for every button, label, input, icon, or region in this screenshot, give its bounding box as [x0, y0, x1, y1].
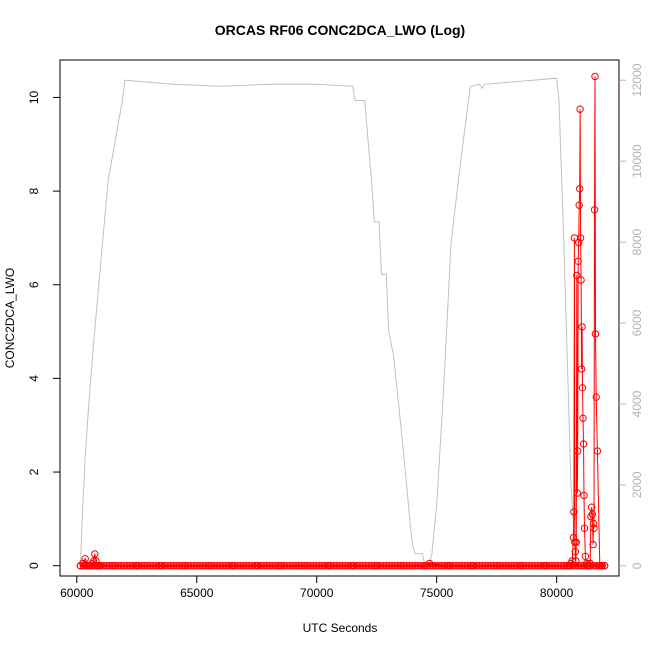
data-point [349, 562, 357, 570]
data-point [572, 557, 580, 565]
y2-tick-label: 4000 [630, 390, 644, 417]
data-point [157, 562, 165, 570]
data-point [93, 562, 101, 570]
data-point [579, 440, 588, 448]
concentration-line [80, 76, 605, 567]
concentration-series [76, 72, 609, 570]
y-tick-label: 2 [27, 468, 41, 475]
data-point [421, 562, 429, 570]
plot-frame [59, 59, 620, 577]
data-point [574, 447, 582, 455]
data-point [590, 206, 599, 214]
data-point [577, 276, 585, 284]
x-axis-title: UTC Seconds [303, 621, 378, 635]
data-point [596, 562, 604, 570]
data-point [587, 503, 596, 511]
data-point [579, 414, 587, 422]
data-point [425, 559, 434, 568]
data-point [325, 562, 333, 570]
data-point [590, 524, 598, 532]
y-tick-label: 6 [27, 281, 41, 288]
data-point [133, 562, 141, 570]
x-tick-label: 60000 [60, 586, 94, 600]
data-point [76, 562, 85, 570]
data-point [229, 562, 237, 570]
data-point [573, 271, 581, 280]
data-point [589, 519, 598, 528]
data-point [445, 562, 453, 570]
data-point [373, 562, 381, 570]
data-point [586, 559, 594, 568]
data-point [301, 562, 309, 570]
data-point [591, 330, 600, 338]
x-tick-label: 70000 [300, 586, 334, 600]
y2-tick-label: 2000 [630, 471, 644, 498]
data-point [580, 524, 589, 532]
data-point [492, 562, 501, 570]
y2-tick-label: 12000 [630, 63, 644, 97]
data-point [91, 550, 99, 558]
chart-title: ORCAS RF06 CONC2DCA_LWO (Log) [215, 22, 465, 38]
data-point [397, 562, 405, 570]
data-point [109, 562, 117, 570]
x-tick-label: 75000 [420, 586, 454, 600]
data-point [592, 393, 600, 401]
data-point [578, 323, 586, 331]
data-point [593, 447, 602, 455]
data-point [570, 508, 578, 516]
data-point [516, 562, 525, 570]
data-point [83, 562, 92, 570]
data-point [575, 201, 583, 209]
data-point [568, 557, 576, 565]
data-point [205, 562, 213, 570]
y2-tick-label: 8000 [630, 228, 644, 255]
data-point [581, 552, 590, 560]
y2-tick-label: 6000 [630, 309, 644, 336]
data-point [253, 562, 261, 570]
data-point [86, 562, 94, 570]
data-point [277, 562, 285, 570]
data-point [560, 562, 568, 570]
data-point [572, 538, 580, 546]
y-axis-title: CONC2DCA_LWO [3, 268, 17, 368]
y-axis-left: 0 2 4 6 8 10 [27, 90, 60, 569]
data-point [95, 562, 104, 570]
y-tick-label: 8 [27, 187, 41, 194]
data-point [576, 185, 584, 193]
y-tick-label: 10 [27, 90, 41, 104]
data-point [92, 557, 100, 565]
data-point [181, 562, 189, 570]
data-point [577, 365, 586, 373]
data-point [600, 562, 609, 570]
y2-tick-label: 0 [630, 562, 644, 569]
data-point [580, 491, 588, 500]
data-point [575, 238, 583, 247]
data-point [571, 548, 579, 556]
altitude-series [79, 77, 607, 566]
data-point [578, 384, 587, 392]
data-point [576, 234, 585, 242]
data-point [574, 257, 582, 265]
data-point [591, 72, 599, 81]
data-point [540, 562, 549, 570]
data-point [588, 510, 597, 518]
data-point [573, 489, 581, 497]
data-point [598, 562, 606, 570]
data-point [469, 562, 477, 570]
x-tick-label: 80000 [540, 586, 574, 600]
y-tick-label: 0 [27, 562, 41, 569]
y-axis-right: 0 2000 4000 6000 8000 10000 12000 [619, 63, 644, 569]
x-axis: 60000 65000 70000 75000 80000 [60, 576, 574, 600]
altitude-line [79, 77, 607, 566]
data-point [81, 555, 89, 563]
data-point [576, 105, 584, 113]
data-point [89, 557, 98, 565]
y-tick-label: 4 [27, 375, 41, 382]
y2-tick-label: 10000 [630, 144, 644, 178]
data-point [564, 562, 573, 570]
x-tick-label: 65000 [180, 586, 214, 600]
data-point [589, 540, 597, 549]
